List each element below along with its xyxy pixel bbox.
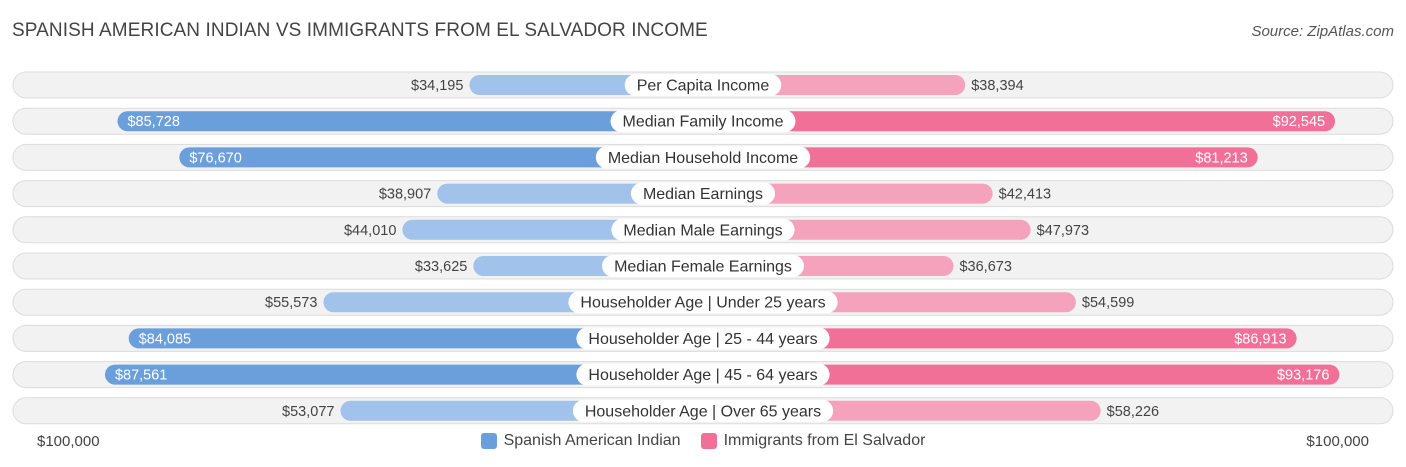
category-label: Median Family Income [623,114,784,131]
bar-immigrants-el-salvador [703,111,1336,132]
value-label-left: $76,670 [189,150,241,166]
legend-swatch-left [480,433,497,449]
legend-item-right: Immigrants from El Salvador [700,432,926,450]
category-pill [611,218,795,241]
value-label-left: $87,561 [115,368,167,384]
chart-row: $34,195 $38,394 Per Capita Income [12,71,1394,99]
legend: Spanish American Indian Immigrants from … [0,432,1406,450]
chart-row: $55,573 $54,599 Householder Age | Under 25… [12,288,1394,316]
category-pill [568,291,838,314]
bar-immigrants-el-salvador [703,147,1258,168]
bar-immigrants-el-salvador [703,364,1340,385]
bar-spanish-american-indian [117,111,703,132]
category-pill [576,327,830,350]
value-label-left: $44,010 [344,223,396,239]
value-label-right: $38,394 [971,78,1023,94]
category-pill [572,399,834,422]
value-label-left: $53,077 [282,404,334,420]
chart-row: $87,561 $93,176 Householder Age | 45 - 64 … [12,361,1394,389]
bar-spanish-american-indian [179,147,704,168]
legend-label-right: Immigrants from El Salvador [723,432,926,449]
legend-swatch-right [700,433,717,449]
chart-title: SPANISH AMERICAN INDIAN VS IMMIGRANTS FR… [12,20,708,41]
legend-item-left: Spanish American Indian [480,432,681,450]
value-label-right: $81,213 [1195,150,1247,166]
bar-spanish-american-indian [104,364,703,385]
category-pill [595,146,811,169]
category-pill [576,363,830,386]
chart-row: $85,728 $92,545 Median Family Income [12,107,1394,135]
bar-immigrants-el-salvador [703,183,993,204]
chart-row: $33,625 $36,673 Median Female Earnings [12,252,1394,280]
category-label: Householder Age | 25 - 44 years [588,331,817,348]
value-label-left: $38,907 [379,187,431,203]
category-label: Median Male Earnings [623,222,782,239]
legend-label-left: Spanish American Indian [503,432,681,449]
value-label-right: $47,973 [1037,223,1089,239]
category-label: Per Capita Income [637,78,770,95]
value-label-left: $34,195 [411,78,463,94]
chart-row: $84,085 $86,913 Householder Age | 25 - 44 … [12,324,1394,352]
category-pill [630,182,776,205]
category-label: Householder Age | Over 65 years [585,403,821,420]
category-label: Median Female Earnings [614,259,792,276]
category-label: Median Household Income [608,150,798,167]
chart-row: $44,010 $47,973 Median Male Earnings [12,216,1394,244]
axis-label-right: $100,000 [1306,433,1369,450]
value-label-right: $36,673 [959,259,1011,275]
chart-source: Source: ZipAtlas.com [1251,23,1394,40]
category-pill [624,74,782,96]
category-pill [610,110,796,133]
value-label-right: $86,913 [1234,331,1286,347]
value-label-left: $33,625 [415,259,467,275]
chart-row: $38,907 $42,413 Median Earnings [12,180,1394,208]
value-label-right: $58,226 [1107,404,1159,420]
value-label-left: $84,085 [139,331,191,347]
value-label-right: $42,413 [999,187,1051,203]
chart-row: $76,670 $81,213 Median Household Income [12,143,1394,171]
value-label-left: $85,728 [127,114,179,130]
chart-row: $53,077 $58,226 Householder Age | Over 65 … [12,397,1394,425]
bar-spanish-american-indian [128,328,703,349]
value-label-right: $54,599 [1082,295,1134,311]
category-label: Householder Age | Under 25 years [580,295,825,312]
bar-immigrants-el-salvador [703,328,1297,349]
category-label: Householder Age | 45 - 64 years [588,367,817,384]
value-label-left: $55,573 [265,295,317,311]
category-label: Median Earnings [643,186,763,203]
axis-label-left: $100,000 [37,433,100,450]
value-label-right: $92,545 [1273,114,1325,130]
category-pill [602,255,804,277]
value-label-right: $93,176 [1277,368,1329,384]
